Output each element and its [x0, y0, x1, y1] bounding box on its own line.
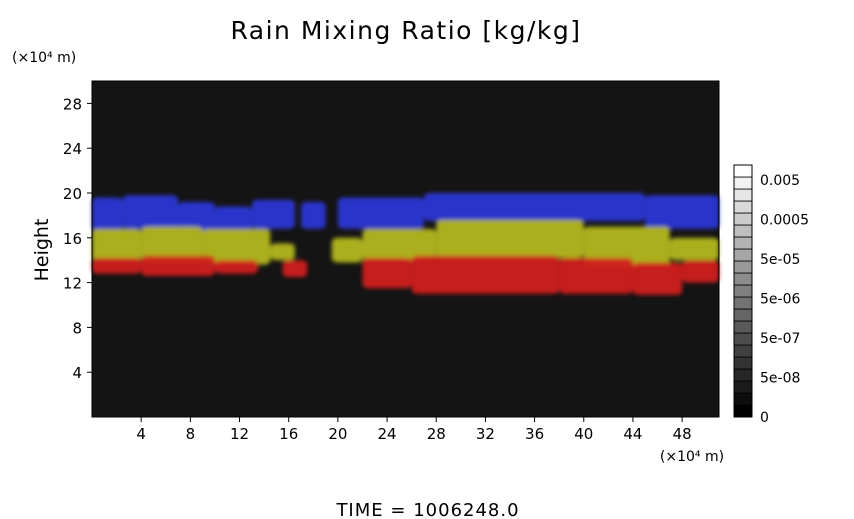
y-tick-label: 28	[63, 95, 82, 113]
y-tick-label: 12	[63, 275, 82, 293]
layer-yellow-segment	[331, 237, 363, 263]
time-value: 1006248.0	[413, 500, 519, 519]
data-layers	[92, 193, 719, 295]
layer-yellow-segment	[362, 228, 437, 261]
colorbar-cell	[733, 356, 753, 370]
y-tick-label: 20	[63, 185, 82, 203]
layer-yellow-segment	[669, 237, 719, 261]
layer-yellow-segment	[436, 219, 584, 258]
layer-blue-segment	[423, 193, 646, 221]
colorbar-cell	[733, 296, 753, 310]
colorbar-cell	[733, 284, 753, 298]
colorbar-label: 5e-06	[760, 292, 800, 308]
y-axis-ticks: 4 8 12 16 20 24 28	[63, 95, 92, 382]
colorbar-cell	[733, 224, 753, 238]
plot-area	[91, 80, 720, 418]
colorbar-cell	[733, 212, 753, 226]
colorbar-label: 0.0005	[760, 213, 809, 229]
layer-blue-segment	[645, 195, 719, 229]
layer-red-segment	[141, 255, 215, 276]
colorbar-cell	[733, 200, 753, 214]
layer-blue-segment	[301, 201, 326, 229]
layer-blue-segment	[178, 201, 215, 233]
layer-blue-segment	[92, 197, 123, 232]
layer-yellow-segment	[583, 226, 670, 267]
x-tick-label: 48	[673, 425, 692, 443]
x-tick-label: 36	[525, 425, 544, 443]
layer-red-segment	[632, 262, 683, 295]
layer-yellow-segment	[202, 228, 271, 265]
layer-blue-segment	[214, 206, 252, 235]
layer-yellow-segment	[270, 243, 295, 261]
colorbar-cell	[733, 272, 753, 286]
x-tick-label: 12	[230, 425, 249, 443]
x-tick-label: 44	[623, 425, 642, 443]
time-separator: =	[390, 500, 406, 519]
colorbar-cell	[733, 332, 753, 346]
plot-frame	[91, 80, 720, 418]
colorbar-cell	[733, 164, 753, 178]
time-label: TIME	[335, 500, 383, 519]
x-tick-label: 4	[136, 425, 146, 443]
colorbar-cell	[733, 308, 753, 322]
y-axis-label: Height	[31, 219, 53, 282]
colorbar-label: 5e-05	[760, 252, 800, 268]
x-tick-label: 32	[476, 425, 495, 443]
layer-blue-segment	[122, 195, 179, 229]
colorbar-label: 5e-08	[760, 371, 800, 387]
x-tick-label: 8	[186, 425, 196, 443]
colorbar-cell	[733, 188, 753, 202]
layer-yellow-segment	[92, 228, 142, 261]
colorbar-label: 0.005	[760, 173, 800, 189]
y-tick-label: 24	[63, 140, 82, 158]
colorbar-frame	[733, 164, 753, 418]
colorbar-cell	[733, 392, 753, 406]
layer-red-segment	[92, 257, 142, 274]
colorbar-cell	[733, 344, 753, 358]
y-tick-label: 16	[63, 230, 82, 248]
colorbar-cell	[733, 404, 753, 418]
colorbar-cell	[733, 248, 753, 262]
x-tick-label: 20	[328, 425, 347, 443]
y-scale-label: (×10⁴ m)	[12, 50, 76, 66]
layer-red-segment	[682, 260, 719, 283]
x-tick-label: 40	[574, 425, 593, 443]
colorbar-cell	[733, 236, 753, 250]
layer-yellow-segment	[141, 226, 203, 263]
colorbar-cell	[733, 380, 753, 394]
layer-red-segment	[214, 260, 258, 274]
layer-red-segment	[411, 255, 560, 294]
colorbar: 0.005 0.0005 5e-05 5e-06 5e-07 5e-08 0	[733, 164, 809, 426]
y-tick-label: 8	[72, 319, 82, 337]
chart-title: Rain Mixing Ratio [kg/kg]	[230, 16, 581, 45]
layer-red-segment	[559, 257, 633, 294]
layer-red-segment	[282, 260, 308, 277]
colorbar-label: 0	[760, 410, 769, 426]
colorbar-label: 5e-07	[760, 331, 800, 347]
colorbar-cell	[733, 320, 753, 334]
y-tick-label: 4	[72, 364, 82, 382]
layer-blue-segment	[251, 199, 295, 229]
x-axis-ticks: 4 8 12 16 20 24 28 32 36 40 44 48	[136, 417, 692, 443]
colorbar-cell	[733, 368, 753, 382]
time-readout: TIME = 1006248.0	[335, 500, 519, 519]
colorbar-cell	[733, 176, 753, 190]
layer-blue-segment	[337, 197, 424, 229]
colorbar-cell	[733, 260, 753, 274]
x-tick-label: 24	[378, 425, 397, 443]
layer-red-segment	[362, 257, 412, 289]
x-scale-label: (×10⁴ m)	[660, 449, 724, 465]
x-tick-label: 16	[279, 425, 298, 443]
x-tick-label: 28	[427, 425, 446, 443]
